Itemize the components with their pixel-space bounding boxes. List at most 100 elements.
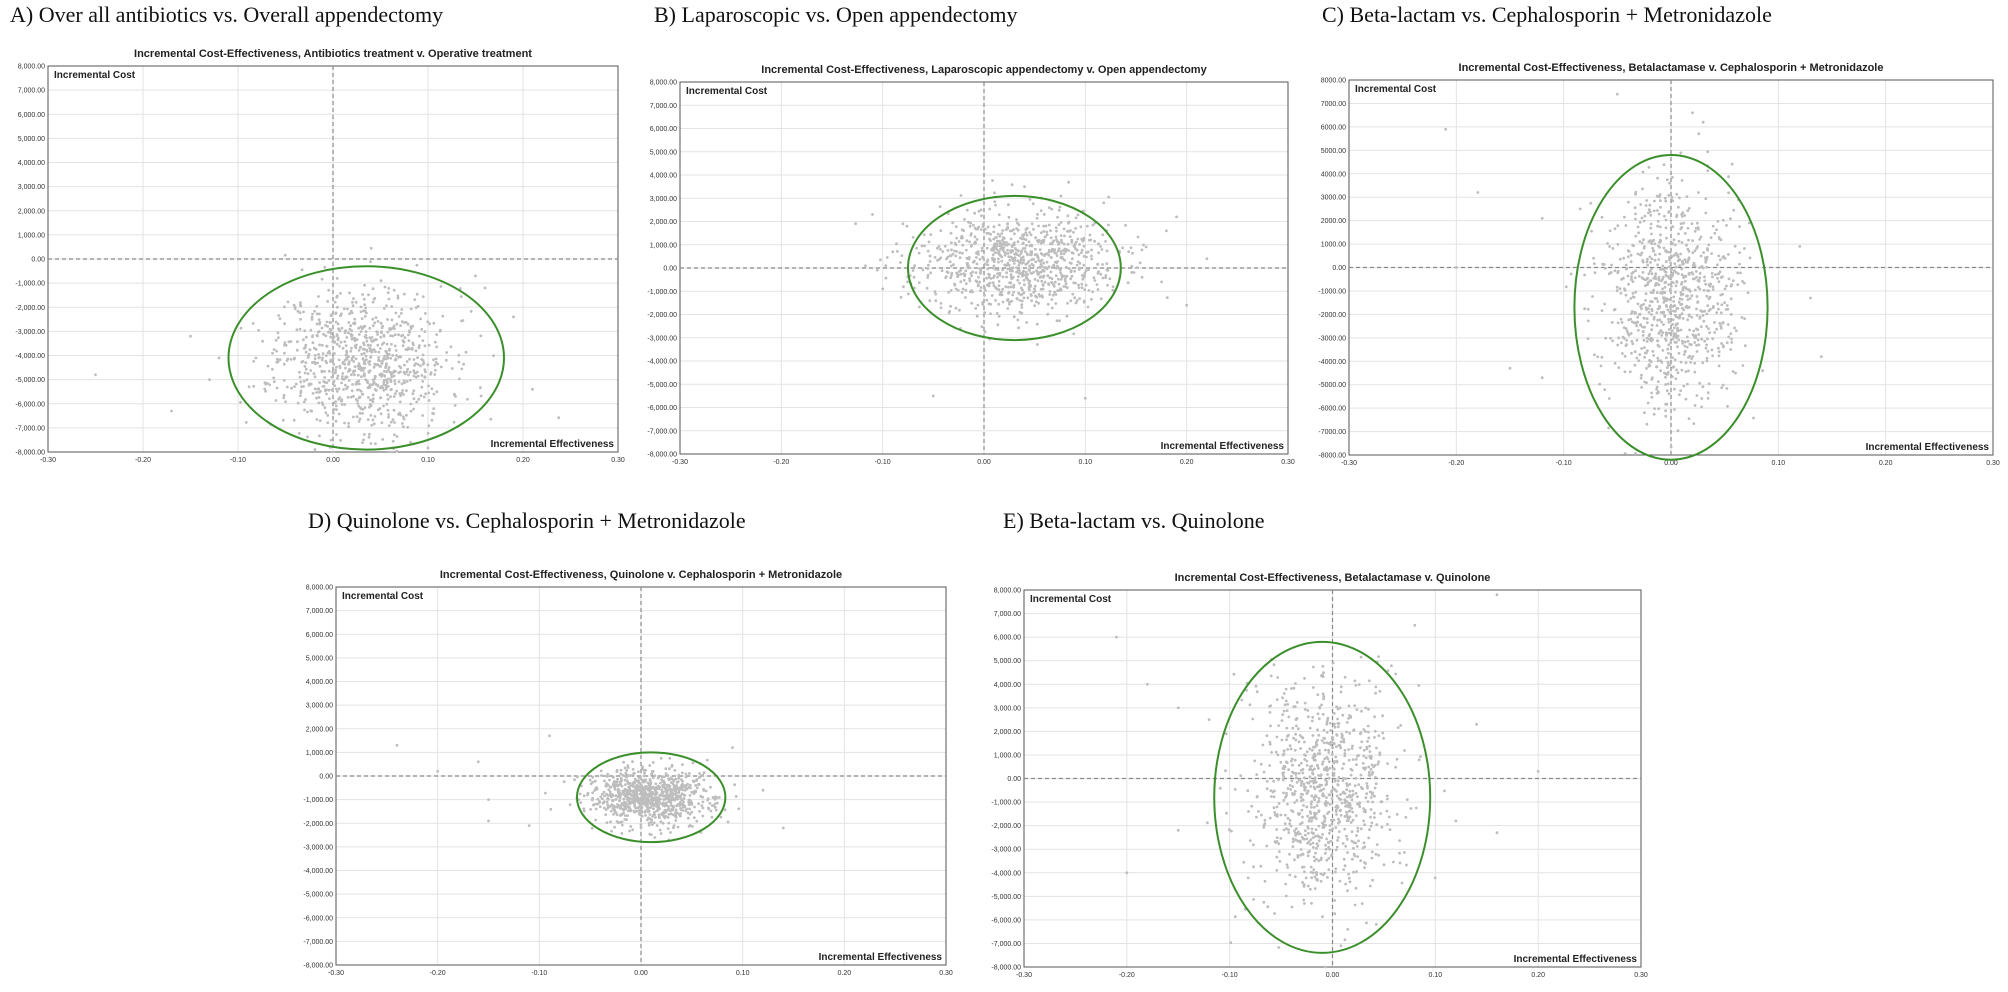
chart-4-point bbox=[1347, 872, 1350, 876]
chart-4-point bbox=[1321, 833, 1324, 836]
chart-0-point bbox=[331, 357, 335, 360]
chart-0-point bbox=[306, 435, 309, 439]
chart-4-point bbox=[1282, 828, 1286, 832]
chart-4-point bbox=[1335, 734, 1339, 737]
chart-4-point bbox=[1368, 828, 1371, 832]
chart-4-point bbox=[1311, 841, 1315, 845]
chart-0-point bbox=[393, 333, 397, 337]
chart-0-point bbox=[302, 310, 305, 314]
chart-4-point bbox=[1276, 814, 1279, 818]
chart-0-point bbox=[316, 361, 319, 365]
chart-0-point bbox=[374, 316, 378, 319]
chart-0-point bbox=[353, 321, 357, 325]
chart-4-point bbox=[1293, 758, 1297, 762]
chart-4-point bbox=[1287, 768, 1290, 772]
chart-0-point bbox=[329, 328, 333, 332]
chart-0-point bbox=[362, 297, 366, 301]
chart-4-point bbox=[1303, 776, 1306, 780]
chart-0-point bbox=[326, 414, 330, 417]
chart-4-point bbox=[1313, 875, 1317, 879]
chart-4-point bbox=[1293, 705, 1297, 708]
chart-0-point bbox=[404, 348, 408, 351]
chart-0-point bbox=[457, 360, 461, 364]
chart-4-point bbox=[1307, 715, 1310, 719]
chart-0-point bbox=[292, 357, 296, 361]
chart-0-point bbox=[389, 356, 393, 360]
chart-4-point bbox=[1285, 709, 1289, 712]
chart-4-point bbox=[1282, 709, 1286, 713]
chart-4-point bbox=[1232, 672, 1236, 676]
chart-4-point bbox=[1312, 745, 1315, 749]
chart-0-point bbox=[330, 375, 334, 379]
chart-4-point bbox=[1303, 740, 1306, 744]
chart-0-point bbox=[302, 338, 305, 342]
chart-0-point bbox=[354, 357, 358, 361]
chart-4-point bbox=[1369, 767, 1373, 771]
chart-0-point bbox=[369, 246, 373, 250]
chart-0-point bbox=[380, 330, 383, 334]
chart-0-point bbox=[399, 394, 402, 397]
chart-4-point bbox=[1362, 841, 1366, 845]
chart-0-point bbox=[436, 362, 440, 366]
chart-4-point bbox=[1254, 684, 1258, 688]
chart-4-point bbox=[1365, 747, 1369, 751]
chart-0-point bbox=[363, 303, 367, 307]
chart-4-point bbox=[1233, 915, 1237, 919]
chart-4-point bbox=[1333, 767, 1336, 771]
chart-0-point bbox=[339, 439, 342, 442]
chart-4-point bbox=[1325, 837, 1328, 841]
chart-0-point bbox=[292, 303, 296, 307]
chart-4-point bbox=[1367, 773, 1371, 776]
chart-0-point bbox=[285, 385, 289, 389]
chart-0-point bbox=[362, 372, 366, 376]
chart-4-point bbox=[1278, 850, 1281, 853]
chart-4-y-tick: 8,000.00 bbox=[994, 588, 1021, 595]
chart-0-point bbox=[409, 440, 412, 444]
chart-0-point bbox=[438, 329, 442, 333]
chart-0-point bbox=[317, 356, 321, 360]
chart-0-point bbox=[326, 325, 329, 328]
chart-0-point bbox=[392, 408, 396, 412]
chart-0-point bbox=[334, 404, 338, 408]
chart-4-point bbox=[1301, 852, 1304, 856]
chart-0-point bbox=[358, 382, 361, 386]
chart-0-point bbox=[290, 386, 293, 390]
chart-0-point bbox=[371, 397, 375, 400]
chart-4-point bbox=[1285, 738, 1288, 742]
chart-1-point bbox=[984, 289, 987, 292]
chart-0-point bbox=[336, 374, 340, 378]
chart-0-point bbox=[423, 330, 427, 333]
chart-4-point bbox=[1262, 825, 1266, 829]
chart-4-point bbox=[1385, 809, 1389, 813]
chart-0-point bbox=[382, 357, 385, 361]
chart-4-xlabel: Incremental Effectiveness bbox=[1514, 954, 1638, 965]
chart-0-point bbox=[317, 353, 320, 356]
chart-4-point bbox=[1417, 684, 1421, 687]
chart-4-point bbox=[1333, 722, 1336, 726]
chart-1-point bbox=[1086, 305, 1090, 309]
chart-0-point bbox=[351, 300, 354, 304]
chart-4-point bbox=[1318, 789, 1322, 793]
chart-4-point bbox=[1291, 792, 1294, 795]
chart-4-point bbox=[1289, 824, 1293, 828]
chart-4-point bbox=[1349, 714, 1352, 718]
chart-0-point bbox=[335, 433, 338, 436]
chart-4-point bbox=[1385, 794, 1389, 798]
chart-4-point bbox=[1351, 810, 1355, 814]
chart-4-point bbox=[1297, 727, 1300, 731]
chart-4-point bbox=[1341, 767, 1344, 770]
chart-0-point bbox=[353, 365, 357, 368]
chart-0-point bbox=[406, 322, 410, 326]
chart-0-point bbox=[274, 399, 278, 402]
chart-0-point bbox=[334, 320, 338, 324]
chart-0-point bbox=[384, 384, 388, 388]
chart-1-y-tick: 3,000.00 bbox=[650, 196, 677, 203]
chart-0-point bbox=[399, 324, 402, 327]
chart-0-point bbox=[302, 400, 306, 404]
chart-4-point bbox=[1342, 857, 1346, 861]
chart-0-point bbox=[386, 393, 389, 397]
chart-4-point bbox=[1207, 718, 1211, 721]
chart-4-point bbox=[1315, 871, 1319, 874]
chart-4-point bbox=[1359, 786, 1363, 789]
chart-0-point bbox=[412, 369, 416, 373]
